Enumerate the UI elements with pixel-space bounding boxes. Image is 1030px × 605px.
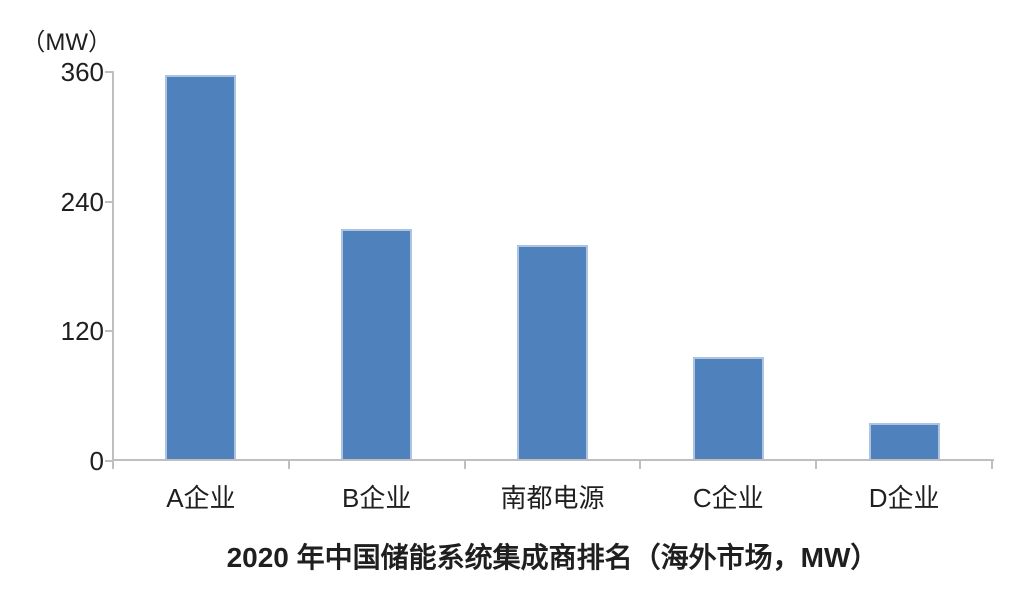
- x-axis-line: [112, 459, 994, 461]
- bar: [165, 75, 237, 461]
- y-tick-label: 120: [60, 316, 104, 347]
- chart-title: 2020 年中国储能系统集成商排名（海外市场，MW）: [226, 542, 879, 573]
- y-tick-label: 240: [60, 186, 104, 217]
- category-label: 南都电源: [500, 483, 605, 513]
- plot-area: [113, 72, 992, 461]
- category-label: C企业: [692, 483, 764, 513]
- x-axis-tick: [639, 461, 642, 469]
- bar: [692, 357, 764, 461]
- category-label: B企业: [342, 483, 412, 513]
- bar: [341, 228, 413, 461]
- y-axis-tick: [105, 71, 113, 73]
- x-axis-tick: [815, 461, 818, 469]
- bar: [517, 244, 588, 461]
- y-tick-label: 360: [60, 57, 104, 87]
- category-label: A企业: [166, 483, 236, 513]
- x-axis-tick: [287, 461, 290, 469]
- bar: [868, 423, 940, 461]
- y-axis-tick: [105, 460, 113, 462]
- x-axis-tick: [991, 461, 993, 469]
- y-axis-tick: [105, 330, 113, 333]
- y-tick-label: 0: [89, 446, 104, 476]
- y-axis-unit-label: （MW）: [21, 29, 112, 56]
- category-label: D企业: [868, 483, 940, 513]
- y-axis-tick: [105, 200, 113, 203]
- x-axis-tick: [463, 461, 466, 469]
- y-axis-line: [112, 71, 114, 469]
- x-axis-tick: [112, 461, 114, 469]
